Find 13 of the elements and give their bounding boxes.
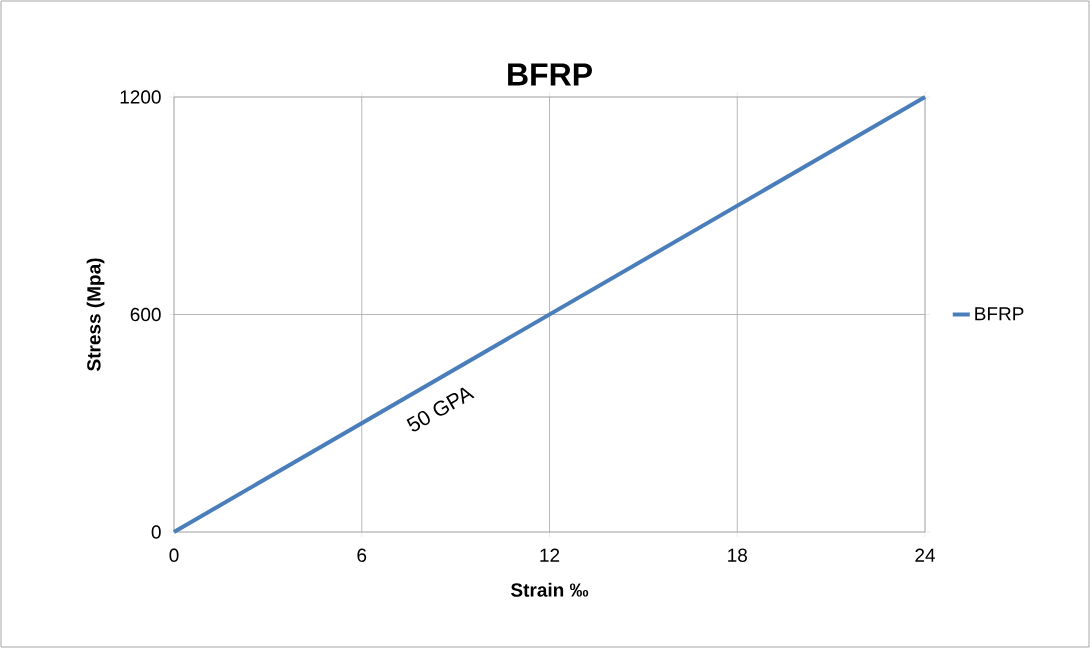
x-axis-title: Strain ‰ — [510, 582, 589, 597]
y-tick-label: 0 — [151, 525, 161, 539]
x-tick-label: 12 — [540, 548, 560, 562]
x-tick-label: 6 — [357, 548, 367, 562]
x-tick-label: 18 — [728, 548, 747, 562]
y-tick-label: 600 — [130, 307, 161, 322]
x-tick-label: 0 — [169, 548, 179, 562]
annotation: 50 GPA — [406, 387, 475, 432]
x-tick-label: 24 — [915, 548, 936, 562]
y-axis-title: Stress (Mpa) — [86, 258, 105, 371]
y-tick-label: 1200 — [120, 90, 161, 104]
legend-label: BFRP — [975, 307, 1024, 321]
chart-title: BFRP — [508, 63, 592, 86]
